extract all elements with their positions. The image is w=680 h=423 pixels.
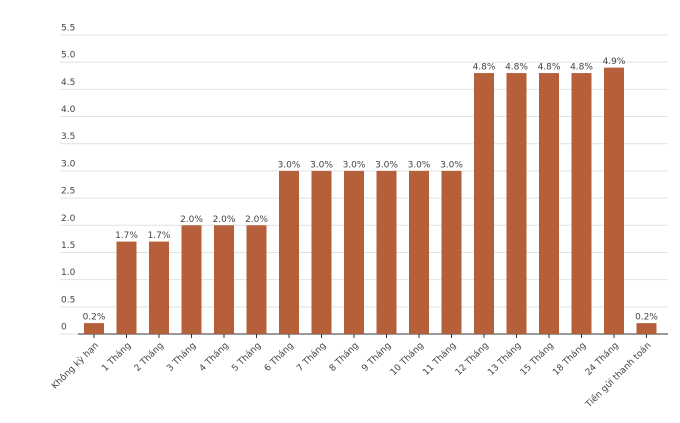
data-label: 4.8% xyxy=(538,63,561,73)
data-label: 3.0% xyxy=(278,160,301,170)
bar xyxy=(636,323,657,334)
y-tick-label: 2.5 xyxy=(61,187,75,197)
data-label: 0.2% xyxy=(83,313,106,323)
x-tick-label: 2 Tháng xyxy=(133,341,166,374)
bar xyxy=(376,170,397,334)
y-tick-label: 1.5 xyxy=(61,241,75,251)
x-tick-label: 8 Tháng xyxy=(328,341,361,374)
y-tick-label: 2.0 xyxy=(61,214,76,224)
x-tick-label: 1 Tháng xyxy=(100,341,133,374)
x-tick-label: 15 Tháng xyxy=(519,341,556,378)
x-tick-label: 6 Tháng xyxy=(263,341,296,374)
y-tick-label: 3.0 xyxy=(61,159,76,169)
x-tick-label: Không kỳ hạn xyxy=(49,340,100,391)
bar xyxy=(604,67,624,335)
y-tick-label: 3.5 xyxy=(61,132,75,142)
bar xyxy=(539,73,559,335)
bar xyxy=(279,170,299,334)
x-tick-label: 18 Tháng xyxy=(551,341,588,378)
bar xyxy=(474,73,494,335)
data-label: 1.7% xyxy=(148,231,171,241)
x-tick-label: 9 Tháng xyxy=(360,341,393,374)
bar xyxy=(409,170,429,334)
bar xyxy=(214,225,234,334)
bar xyxy=(344,170,364,334)
data-label: 2.0% xyxy=(245,215,268,225)
bar xyxy=(441,170,462,334)
data-label: 3.0% xyxy=(440,160,463,170)
data-label: 3.0% xyxy=(343,160,366,170)
y-tick-label: 4.0 xyxy=(61,105,76,115)
data-label: 4.8% xyxy=(570,63,593,73)
data-label: 0.2% xyxy=(635,313,658,323)
bar xyxy=(181,225,202,334)
x-tick-label: 13 Tháng xyxy=(486,341,523,378)
bar xyxy=(84,323,104,334)
bar xyxy=(116,241,137,334)
x-tick-label: 10 Tháng xyxy=(389,341,426,378)
bar xyxy=(571,73,592,335)
data-label: 1.7% xyxy=(115,231,138,241)
data-label: 2.0% xyxy=(180,215,203,225)
x-tick-label: 3 Tháng xyxy=(165,341,198,374)
x-tick-label: 7 Tháng xyxy=(295,341,328,374)
data-label: 4.9% xyxy=(603,57,626,67)
data-label: 2.0% xyxy=(213,215,236,225)
data-label: 3.0% xyxy=(408,160,431,170)
x-tick-label: Tiền gửi thanh toán xyxy=(583,340,654,411)
bar xyxy=(506,73,527,335)
y-tick-label: 0.5 xyxy=(61,295,75,305)
bar xyxy=(311,170,332,334)
x-tick-label: 12 Tháng xyxy=(454,341,491,378)
x-tick-label: 4 Tháng xyxy=(198,341,231,374)
bar xyxy=(149,241,169,334)
data-label: 3.0% xyxy=(310,160,333,170)
y-tick-label: 4.5 xyxy=(61,78,75,88)
y-tick-label: 5.0 xyxy=(61,51,76,61)
bar xyxy=(246,225,267,334)
x-tick-label: 5 Tháng xyxy=(230,341,263,374)
data-label: 3.0% xyxy=(375,160,398,170)
y-tick-label: 0 xyxy=(61,323,67,333)
y-tick-label: 5.5 xyxy=(61,24,75,34)
data-label: 4.8% xyxy=(505,63,528,73)
y-tick-label: 1.0 xyxy=(61,268,76,278)
x-tick-label: 11 Tháng xyxy=(421,341,458,378)
data-label: 4.8% xyxy=(473,63,496,73)
